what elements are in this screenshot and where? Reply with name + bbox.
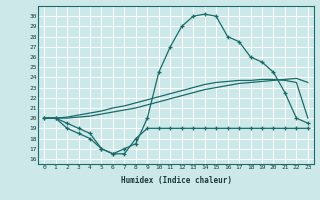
X-axis label: Humidex (Indice chaleur): Humidex (Indice chaleur) [121,176,231,185]
